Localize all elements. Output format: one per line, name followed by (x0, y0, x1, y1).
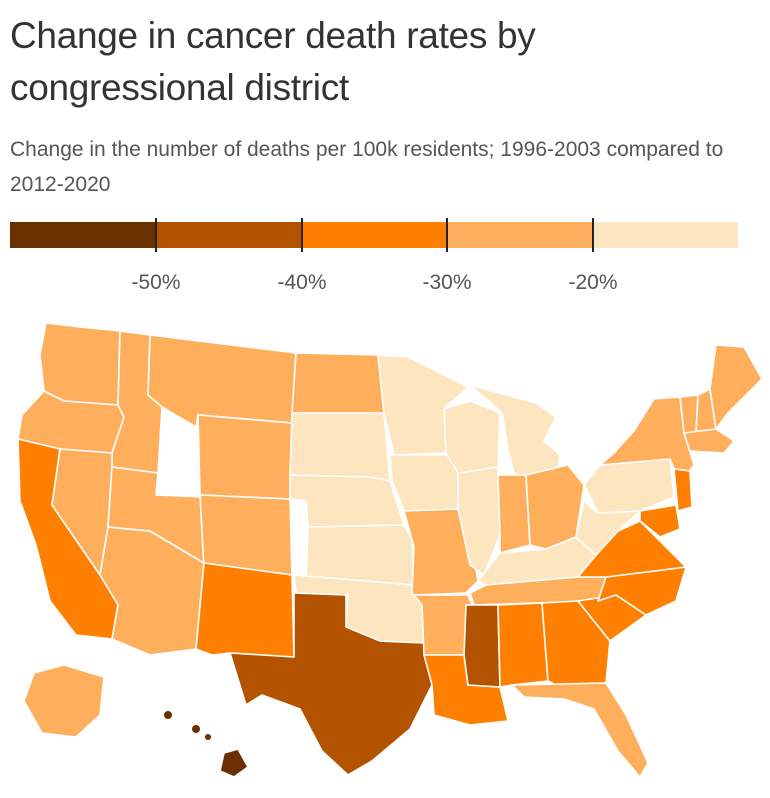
legend-tick-2 (301, 218, 303, 252)
state-alaska (23, 664, 105, 738)
state-florida (511, 682, 649, 778)
legend-tick-1 (155, 218, 157, 252)
state-massachusetts (683, 428, 735, 454)
legend-bin-3 (301, 222, 447, 248)
hawaii-island-3 (205, 734, 211, 740)
state-indiana (497, 474, 531, 554)
legend-bin-1 (10, 222, 156, 248)
state-maine (709, 344, 763, 430)
state-colorado (199, 494, 293, 576)
state-montana (147, 334, 297, 428)
state-alabama (497, 602, 549, 688)
state-ohio (525, 464, 585, 550)
legend-bin-2 (155, 222, 302, 248)
state-nebraska (289, 474, 405, 528)
state-wyoming (197, 414, 293, 500)
color-legend (10, 222, 738, 248)
us-choropleth-map (17, 322, 763, 778)
hawaii-island-1 (164, 711, 172, 719)
state-south-dakota (289, 412, 391, 482)
page-subtitle: Change in the number of deaths per 100k … (10, 138, 724, 196)
legend-tick-label: -40% (277, 271, 327, 294)
legend-tick-3 (446, 218, 448, 252)
legend-tick-label: -50% (131, 271, 181, 294)
legend-bin-4 (446, 222, 593, 248)
legend-bin-5 (592, 222, 738, 248)
state-mississippi (463, 604, 501, 688)
hawaii-island-2 (192, 725, 200, 733)
state-washington (39, 322, 121, 406)
legend-tick-4 (592, 218, 594, 252)
legend-tick-label: -30% (422, 271, 472, 294)
legend-tick-label: -20% (568, 271, 618, 294)
state-new-mexico (195, 562, 295, 658)
page-title: Change in cancer death rates by congress… (10, 15, 536, 108)
state-pennsylvania (583, 458, 675, 514)
state-north-dakota (291, 352, 385, 414)
state-hawaii (219, 748, 249, 778)
state-wisconsin (443, 400, 501, 474)
state-vermont (679, 394, 699, 434)
state-maryland (639, 504, 681, 538)
state-new-jersey (673, 468, 693, 512)
state-texas (229, 592, 433, 776)
